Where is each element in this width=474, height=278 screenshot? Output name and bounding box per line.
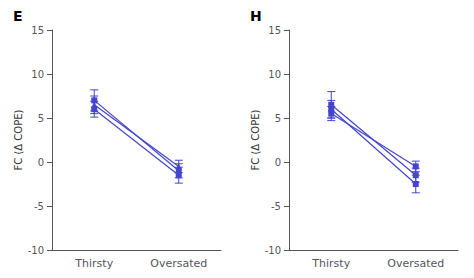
svg-text:Oversated: Oversated	[150, 257, 207, 270]
svg-text:FC (Δ COPE): FC (Δ COPE)	[13, 109, 24, 170]
svg-text:0: 0	[38, 157, 44, 168]
svg-text:-5: -5	[271, 201, 281, 212]
svg-text:H: H	[250, 8, 262, 24]
svg-text:Thirsty: Thirsty	[311, 257, 350, 270]
svg-text:5: 5	[38, 113, 44, 124]
svg-text:10: 10	[268, 69, 281, 80]
svg-text:-10: -10	[28, 245, 44, 256]
svg-text:0: 0	[275, 157, 281, 168]
svg-text:FC (Δ COPE): FC (Δ COPE)	[250, 109, 261, 170]
svg-text:Oversated: Oversated	[387, 257, 444, 270]
svg-text:-5: -5	[34, 201, 44, 212]
svg-text:E: E	[13, 8, 23, 24]
svg-text:15: 15	[31, 25, 44, 36]
svg-text:5: 5	[275, 113, 281, 124]
svg-text:-10: -10	[265, 245, 281, 256]
svg-text:Thirsty: Thirsty	[74, 257, 113, 270]
svg-text:10: 10	[31, 69, 44, 80]
svg-text:15: 15	[268, 25, 281, 36]
